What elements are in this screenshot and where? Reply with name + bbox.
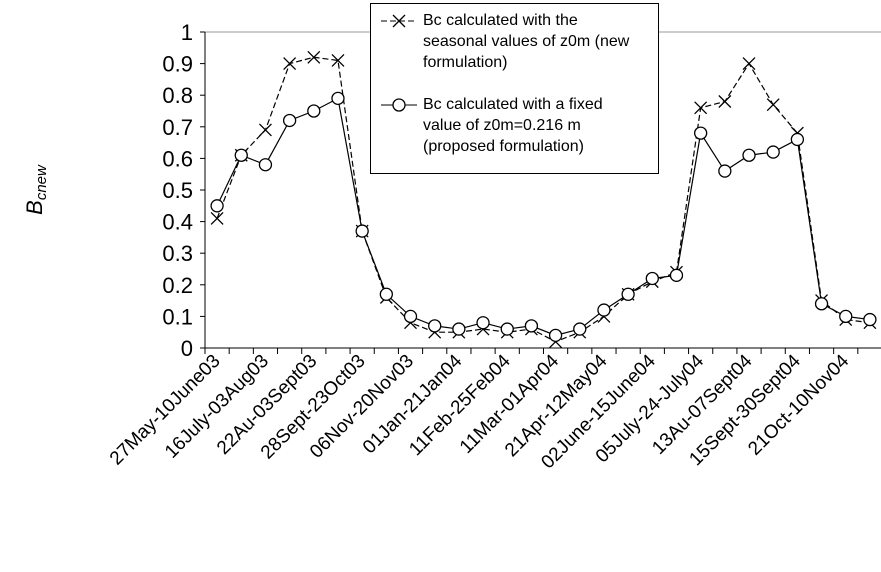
data-marker — [718, 95, 732, 108]
data-marker — [307, 50, 321, 64]
data-marker — [839, 309, 853, 324]
data-marker — [766, 145, 780, 159]
data-marker — [428, 319, 442, 333]
data-marker — [814, 297, 829, 311]
y-tick-label: 0.3 — [162, 241, 193, 266]
y-tick-label: 0.6 — [162, 146, 193, 171]
legend-marker — [392, 98, 406, 112]
data-marker — [307, 104, 321, 118]
data-marker — [452, 322, 466, 336]
legend-keys — [381, 14, 417, 112]
data-marker — [331, 53, 345, 67]
data-marker — [403, 309, 418, 324]
series-line — [216, 97, 870, 336]
y-tick-label: 0.5 — [162, 178, 193, 203]
y-tick-label: 0.2 — [162, 273, 193, 298]
y-label-subscript: cnew — [33, 164, 50, 200]
data-marker — [597, 303, 611, 317]
data-marker — [500, 322, 514, 336]
data-marker — [331, 91, 345, 106]
data-marker — [742, 57, 756, 71]
data-marker — [258, 158, 273, 172]
data-marker — [548, 328, 563, 343]
legend: Bc calculated with the seasonal values o… — [370, 3, 659, 174]
y-tick-label: 0.8 — [162, 83, 193, 108]
legend-label: Bc calculated with a fixed value of z0m=… — [423, 96, 603, 155]
data-marker — [283, 57, 297, 71]
data-marker — [621, 287, 635, 301]
data-marker — [694, 101, 708, 115]
legend-marker — [392, 14, 406, 28]
y-tick-label: 0.1 — [162, 304, 193, 329]
data-marker — [694, 126, 708, 140]
series-line — [216, 56, 870, 343]
data-marker — [210, 211, 224, 225]
y-axis-label: Bcnew — [22, 164, 50, 215]
data-marker — [476, 316, 490, 330]
y-tick-label: 0 — [181, 336, 193, 361]
y-label-base: B — [22, 200, 47, 215]
data-marker — [379, 287, 393, 301]
y-tick-label: 0.9 — [162, 52, 193, 77]
data-marker — [790, 132, 805, 147]
y-tick-label: 1 — [181, 20, 193, 45]
data-marker — [573, 322, 587, 336]
data-marker — [258, 123, 272, 137]
data-marker — [766, 98, 780, 112]
data-marker — [234, 148, 248, 162]
data-marker — [355, 224, 369, 238]
y-tick-label: 0.4 — [162, 210, 193, 235]
data-marker — [742, 148, 756, 162]
data-marker — [645, 271, 659, 286]
data-marker — [669, 268, 684, 282]
data-marker — [718, 164, 732, 178]
data-marker — [863, 312, 877, 327]
y-tick-label: 0.7 — [162, 115, 193, 140]
legend-label: Bc calculated with the seasonal values o… — [423, 12, 630, 71]
data-marker — [524, 319, 539, 333]
data-marker — [210, 199, 224, 213]
data-marker — [282, 113, 297, 128]
